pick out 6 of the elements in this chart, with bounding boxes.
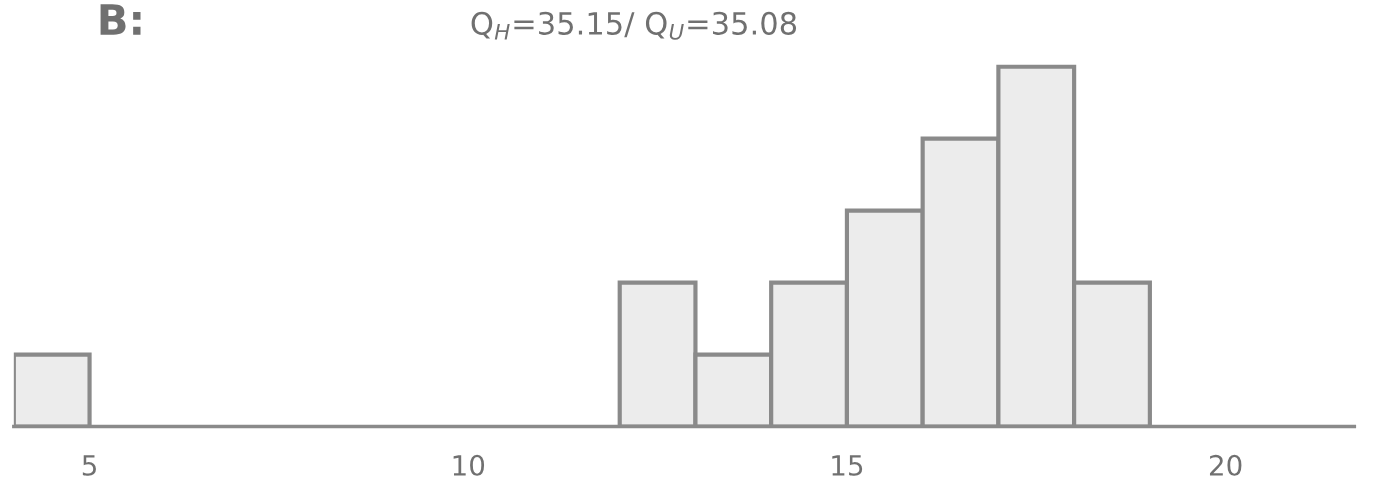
x-tick-label: 10 [453, 454, 485, 476]
x-tick-label: 20 [1209, 454, 1242, 476]
chart-subtitle: Q$_{H}$=35.15/ Q$_{U}$=35.08 [471, 11, 797, 40]
x-tick-label: 15 [832, 455, 863, 476]
chart-title: B: [100, 4, 141, 35]
x-tick-label: 5 [82, 455, 96, 476]
